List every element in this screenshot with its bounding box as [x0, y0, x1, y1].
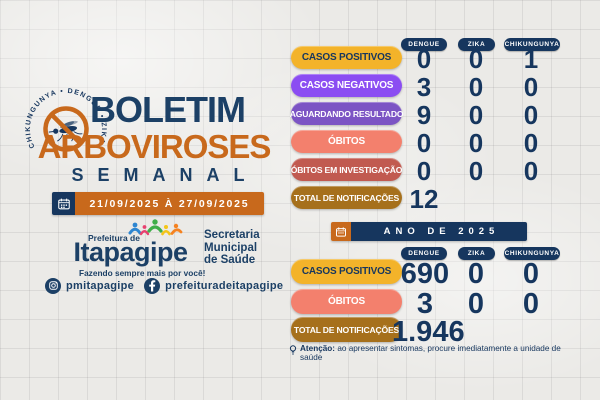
yearly-col-zika: ZIKA — [458, 247, 495, 260]
yearly-row-label-casos-positivos: CASOS POSITIVOS — [291, 259, 402, 284]
instagram-icon — [45, 277, 61, 294]
yearly-value: 0 — [522, 258, 540, 290]
logo-city-name: Itapagipe — [73, 237, 188, 267]
yearly-total-label: TOTAL DE NOTIFICAÇÕES — [291, 317, 402, 342]
yearly-total-value: 1.946 — [392, 316, 465, 348]
weekly-col-chikungunya: CHIKUNGUNYA — [504, 38, 560, 51]
yearly-value: 690 — [400, 258, 450, 290]
weekly-value: 3 — [416, 72, 432, 102]
weekly-value: 0 — [468, 44, 484, 74]
weekly-value: 0 — [523, 72, 539, 102]
yearly-value: 3 — [416, 288, 434, 320]
calendar-icon — [331, 222, 351, 241]
calendar-icon — [52, 192, 75, 215]
weekly-value: 0 — [468, 128, 484, 158]
weekly-row-label-aguardando-resultado: AGUARDANDO RESULTADO — [290, 102, 404, 125]
weekly-value: 0 — [468, 72, 484, 102]
weekly-total-label: TOTAL DE NOTIFICAÇÕES — [291, 186, 402, 209]
social-row: pmitapagipe prefeituradeitapagipe — [45, 277, 283, 294]
yearly-value: 0 — [467, 258, 485, 290]
facebook-handle: prefeituradeitapagipe — [165, 279, 284, 292]
weekly-value: 0 — [468, 100, 484, 130]
weekly-value: 0 — [523, 156, 539, 186]
yearly-value: 0 — [467, 288, 485, 320]
weekly-value: 0 — [468, 156, 484, 186]
warning-note: Atenção: ao apresentar sintomas, procure… — [289, 344, 575, 362]
title-arboviroses: ARBOVIROSES — [37, 128, 272, 165]
weekly-row-label-obitos-em-investigacao: ÓBITOS EM INVESTIGAÇÃO — [291, 158, 402, 181]
weekly-value: 0 — [416, 44, 432, 74]
weekly-col-dengue: DENGUE — [401, 38, 447, 51]
instagram-handle: pmitapagipe — [66, 279, 135, 292]
weekly-value: 0 — [416, 156, 432, 186]
yearly-value: 0 — [522, 288, 540, 320]
weekly-row-label-obitos: ÓBITOS — [291, 130, 402, 153]
weekly-row-label-casos-positivos: CASOS POSITIVOS — [291, 46, 402, 69]
weekly-value: 0 — [523, 100, 539, 130]
title-semanal: SEMANAL — [71, 165, 259, 185]
weekly-value: 9 — [416, 100, 432, 130]
weekly-total-value: 12 — [409, 184, 439, 214]
date-range-bar: 21/09/2025 À 27/09/2025 — [52, 192, 264, 215]
family-figures-logo — [128, 219, 183, 236]
weekly-value: 0 — [523, 128, 539, 158]
secretary-label: Secretaria Municipal de Saúde — [204, 229, 260, 267]
weekly-col-zika: ZIKA — [458, 38, 495, 51]
year-header-bar: ANO DE 2025 — [331, 222, 527, 241]
year-header-text: ANO DE 2025 — [351, 222, 527, 241]
logo-prefeitura-de: Prefeitura de — [88, 233, 140, 243]
logo-tagline: Fazendo sempre mais por você! — [79, 268, 206, 278]
alert-icon — [289, 344, 297, 354]
title-boletim: BOLETIM — [90, 89, 246, 130]
yearly-row-label-obitos: ÓBITOS — [291, 289, 402, 314]
weekly-value: 0 — [416, 128, 432, 158]
yearly-col-chikungunya: CHIKUNGUNYA — [504, 247, 560, 260]
weekly-value: 1 — [523, 44, 539, 74]
warning-text: Atenção: ao apresentar sintomas, procure… — [300, 344, 561, 362]
weekly-row-label-casos-negativos: CASOS NEGATIVOS — [291, 74, 402, 97]
yearly-col-dengue: DENGUE — [401, 247, 447, 260]
date-range: 21/09/2025 À 27/09/2025 — [75, 192, 264, 215]
mosquito-icon — [43, 106, 89, 152]
no-mosquito-badge: CHIKUNGUNYA • DENGUE • ZIKA — [25, 88, 106, 152]
facebook-icon — [144, 277, 161, 294]
